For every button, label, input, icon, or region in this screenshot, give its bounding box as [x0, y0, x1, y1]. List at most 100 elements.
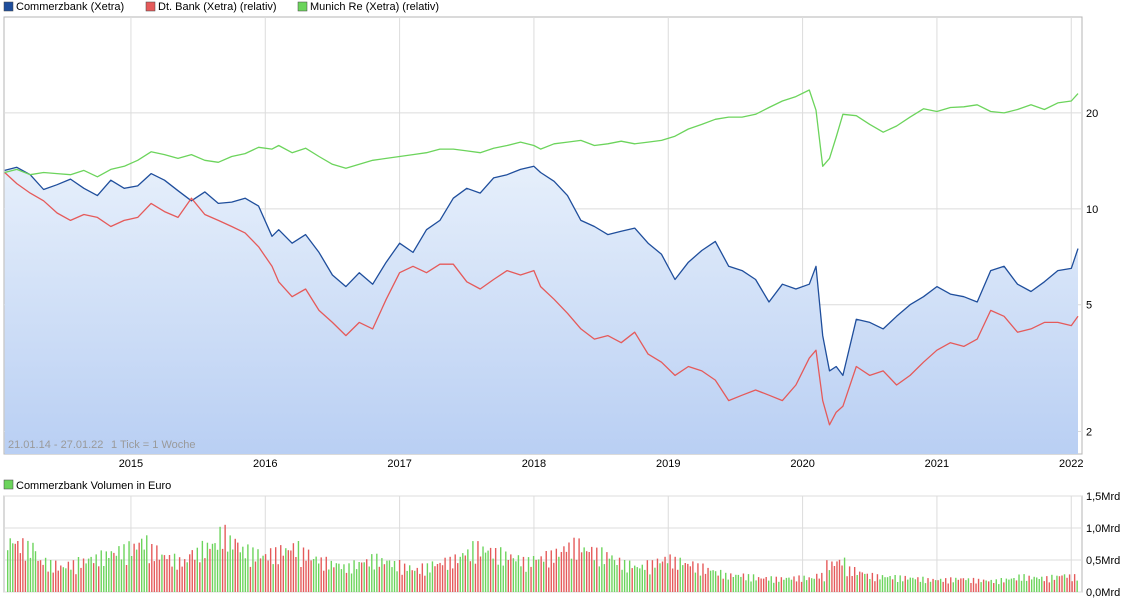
volume-bar — [494, 548, 497, 592]
volume-bar — [960, 578, 962, 592]
volume-bar — [317, 563, 320, 592]
volume-bar — [671, 568, 674, 592]
volume-bar — [196, 547, 199, 592]
volume-bar — [9, 538, 11, 592]
volume-bar — [444, 557, 446, 592]
volume-bar — [434, 566, 436, 592]
volume-bar — [798, 575, 800, 592]
volume-bar — [500, 547, 502, 592]
volume-bars — [7, 524, 1078, 592]
volume-bar — [39, 560, 42, 592]
volume-bar — [636, 567, 638, 592]
volume-bar — [287, 550, 290, 592]
volume-bar — [1056, 575, 1058, 592]
volume-bar — [778, 581, 780, 592]
volume-bar — [409, 565, 411, 592]
volume-bar — [692, 561, 694, 592]
volume-bar — [383, 564, 386, 592]
volume-bar — [980, 582, 982, 592]
x-tick-label: 2021 — [925, 458, 949, 470]
volume-bar — [841, 565, 843, 592]
volume-bar — [853, 567, 856, 592]
volume-bar — [27, 540, 29, 592]
volume-bar — [388, 560, 391, 592]
series-line-1 — [4, 172, 1079, 426]
volume-bar — [512, 558, 515, 592]
volume-bar — [267, 560, 269, 592]
volume-bar — [522, 556, 525, 592]
volume-bar — [697, 563, 699, 592]
volume-bar — [859, 571, 861, 592]
volume-bar — [628, 560, 631, 592]
volume-bar — [138, 542, 140, 592]
volume-bar — [130, 556, 133, 592]
volume-bar — [338, 563, 340, 592]
volume-bar — [924, 583, 927, 592]
legend-label-commerzbank: Commerzbank (Xetra) — [16, 1, 124, 13]
volume-bar — [580, 552, 583, 592]
volume-bar — [591, 546, 593, 592]
volume-bar — [684, 563, 686, 592]
volume-bar — [687, 563, 689, 592]
volume-bar — [666, 563, 669, 592]
volume-bar — [297, 541, 300, 592]
volume-bar — [403, 563, 406, 592]
volume-bar — [1073, 574, 1076, 592]
volume-bar — [851, 576, 853, 592]
volume-bar — [282, 555, 284, 592]
volume-bar — [123, 544, 125, 592]
volume-bar — [525, 571, 527, 592]
volume-bar — [644, 569, 646, 592]
volume-bar — [441, 565, 444, 592]
commerzbank-area-fill — [4, 166, 1079, 455]
volume-bar — [414, 570, 416, 592]
volume-bar — [166, 559, 168, 592]
volume-bar — [353, 560, 355, 592]
volume-bar — [714, 571, 717, 592]
volume-bar — [891, 579, 894, 592]
volume-bar — [646, 560, 649, 592]
volume-bar — [585, 551, 588, 592]
volume-bar — [757, 577, 760, 592]
volume-bar — [17, 541, 19, 592]
volume-bar — [811, 578, 813, 592]
volume-bar — [626, 572, 628, 592]
volume-bar — [899, 575, 901, 592]
volume-bar — [831, 561, 833, 592]
volume-bar — [540, 556, 542, 592]
volume-bar — [312, 559, 315, 592]
volume-bar — [1010, 578, 1013, 592]
volume-bar — [1023, 574, 1025, 592]
volume-bar — [934, 580, 937, 592]
legend-swatch-munich-re — [297, 1, 308, 12]
volume-bar — [558, 556, 560, 592]
volume-bar — [950, 577, 952, 592]
volume-bar — [393, 561, 396, 592]
volume-bar — [19, 553, 22, 592]
volume-bar — [1068, 574, 1071, 592]
volume-bar — [919, 581, 922, 592]
volume-bar — [967, 578, 970, 592]
volume-bar — [965, 580, 967, 592]
volume-bar — [259, 558, 262, 592]
volume-bar — [527, 557, 530, 592]
volume-bar — [904, 575, 906, 592]
volume-bar — [563, 546, 565, 592]
volume-bar — [307, 549, 310, 592]
volume-bar — [937, 580, 939, 592]
volume-bar — [191, 550, 193, 592]
volume-bar — [805, 580, 808, 592]
volume-bar — [507, 560, 509, 592]
volume-bar — [348, 563, 350, 592]
volume-bar — [952, 582, 954, 592]
volume-bar — [583, 547, 585, 592]
volume-bar — [530, 566, 532, 592]
volume-bar — [310, 560, 312, 592]
volume-bar — [12, 543, 14, 592]
volume-bar — [156, 545, 158, 592]
volume-bar — [239, 552, 241, 592]
volume-bar — [962, 578, 965, 592]
x-tick-label: 2019 — [656, 458, 680, 470]
volume-bar — [229, 535, 231, 592]
volume-bar — [775, 576, 777, 592]
